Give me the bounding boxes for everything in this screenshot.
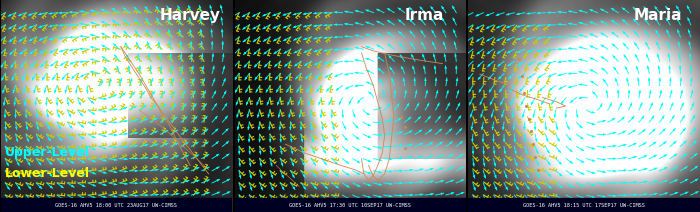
Text: Lower-Level: Lower-Level — [6, 167, 90, 180]
Bar — [234, 198, 466, 212]
Bar — [1, 198, 232, 212]
Text: Upper-Level: Upper-Level — [6, 146, 90, 159]
Text: GOES-16 AHV5 18:15 UTC 17SEP17 UW-CIMSS: GOES-16 AHV5 18:15 UTC 17SEP17 UW-CIMSS — [523, 203, 645, 208]
Text: GOES-16 AHV5 17:30 UTC 10SEP17 UW-CIMSS: GOES-16 AHV5 17:30 UTC 10SEP17 UW-CIMSS — [289, 203, 411, 208]
Text: Harvey: Harvey — [160, 8, 220, 24]
Text: GOES-16 AHV5 18:00 UTC 23AUG17 UW-CIMSS: GOES-16 AHV5 18:00 UTC 23AUG17 UW-CIMSS — [55, 203, 177, 208]
Text: Irma: Irma — [404, 8, 444, 24]
Text: Maria: Maria — [634, 8, 682, 24]
Bar — [468, 198, 700, 212]
